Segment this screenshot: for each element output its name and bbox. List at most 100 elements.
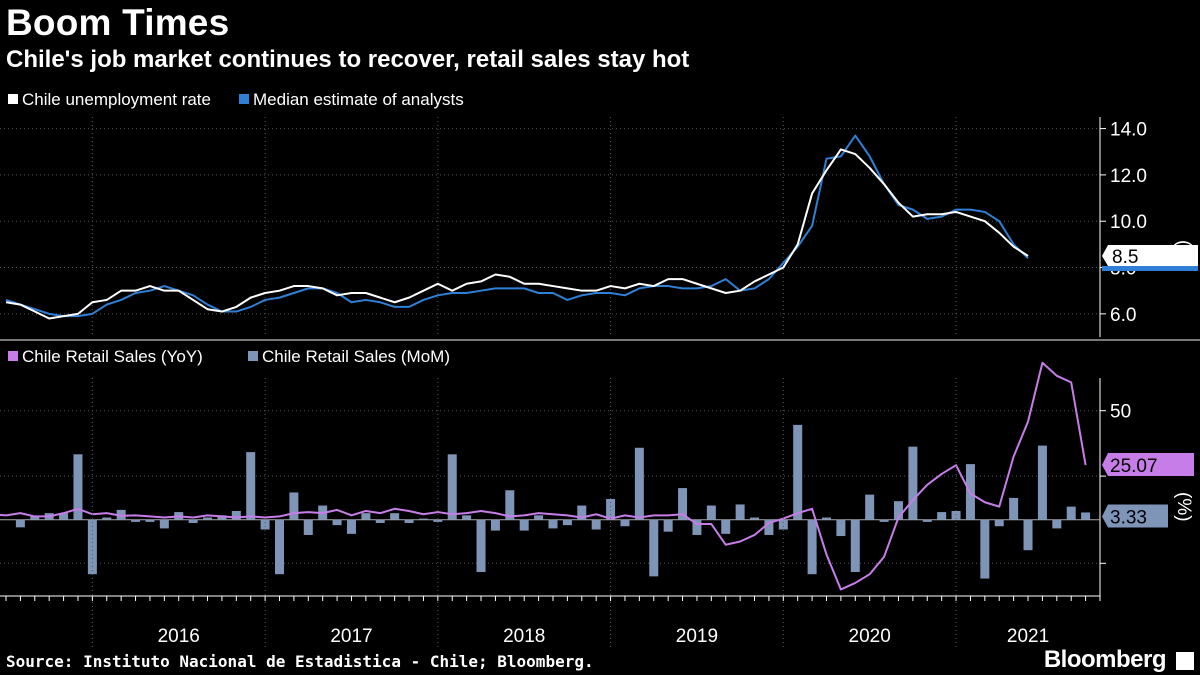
mom-bar: [30, 516, 40, 520]
mom-bar: [850, 519, 860, 573]
y-tick-label: 6.0: [1110, 305, 1136, 326]
legend-entry: Chile unemployment rate: [22, 90, 211, 109]
mom-bar: [606, 498, 616, 520]
last-value-badge: [1102, 244, 1198, 266]
y-tick-label: 12.0: [1110, 166, 1147, 187]
last-value-label: 8.5: [1112, 247, 1138, 268]
mom-bar: [706, 505, 716, 520]
mom-bar: [1081, 512, 1091, 520]
source-note: Source: Instituto Nacional de Estadistic…: [6, 652, 594, 671]
mom-bar: [231, 510, 241, 520]
mom-last-badge: [1102, 504, 1168, 528]
chart-subtitle: Chile's job market continues to recover,…: [6, 46, 690, 73]
mom-bar: [548, 519, 558, 529]
mom-bar: [59, 513, 69, 520]
mom-bar: [246, 452, 256, 520]
mom-bar: [260, 519, 270, 530]
mom-bar: [764, 519, 774, 535]
mom-bar: [865, 494, 875, 520]
mom-bar: [404, 519, 414, 523]
legend-entry: Chile Retail Sales (YoY): [22, 347, 203, 366]
mom-bar: [692, 519, 702, 535]
mom-bar: [519, 519, 529, 531]
mom-bar: [735, 504, 745, 520]
mom-bar: [433, 519, 443, 522]
mom-bar: [908, 446, 918, 520]
mom-bar: [159, 519, 169, 529]
mom-bar: [375, 519, 385, 523]
y-axis-label: (%): [1173, 492, 1194, 522]
mom-bar: [562, 519, 572, 526]
mom-bar: [275, 519, 284, 575]
legend-entry: Chile Retail Sales (MoM): [262, 347, 450, 366]
brand-logo: Bloomberg: [1043, 646, 1167, 673]
mom-bar: [577, 505, 587, 520]
mom-bar: [591, 519, 601, 530]
mom-bar: [462, 515, 472, 520]
mom-bar: [937, 512, 947, 520]
mom-bar: [1052, 519, 1062, 529]
brand-logo-box: [1176, 652, 1194, 670]
mom-bar: [750, 517, 760, 520]
mom-bar: [534, 515, 544, 520]
mom-bar: [678, 488, 688, 520]
legend-entry: Median estimate of analysts: [253, 90, 464, 109]
y-tick-label: 14.0: [1110, 120, 1147, 141]
yoy-last-badge: [1102, 453, 1194, 477]
mom-bar: [1066, 506, 1076, 520]
mom-bar: [505, 490, 515, 520]
estimate-last-marker: [1102, 266, 1198, 271]
mom-bar: [1023, 519, 1033, 551]
yoy-last-label: 25.07: [1110, 456, 1158, 477]
mom-bar: [663, 519, 673, 532]
chart-title: Boom Times: [6, 2, 230, 43]
mom-bar: [15, 519, 25, 528]
mom-bar: [721, 519, 731, 534]
mom-bar: [289, 492, 299, 520]
mom-bar: [879, 519, 889, 522]
mom-bar: [893, 501, 903, 520]
year-label: 2019: [676, 626, 718, 647]
mom-bar: [980, 519, 990, 579]
mom-bar: [490, 519, 500, 531]
legend-swatch: [8, 94, 18, 104]
mom-bar: [303, 519, 313, 535]
mom-bar: [203, 517, 213, 520]
mom-bar: [1009, 497, 1019, 520]
y-tick-label: 10.0: [1110, 212, 1147, 233]
mom-bar: [476, 519, 486, 573]
mom-bar: [145, 519, 155, 522]
mom-bar: [332, 519, 342, 526]
mom-bar: [1037, 445, 1047, 520]
mom-bar: [131, 519, 141, 522]
mom-bar: [634, 447, 644, 520]
legend-swatch: [239, 94, 249, 104]
mom-bar: [922, 519, 932, 522]
legend-swatch: [8, 351, 18, 361]
year-label: 2018: [503, 626, 545, 647]
year-label: 2020: [849, 626, 891, 647]
y-tick-label: 50: [1110, 402, 1131, 423]
mom-bar: [649, 519, 659, 577]
mom-bar: [361, 513, 371, 520]
year-label: 2017: [330, 626, 372, 647]
mom-bar: [346, 519, 356, 534]
mom-bar: [217, 515, 227, 520]
series-line: [5, 148, 1029, 320]
mom-bar: [994, 519, 1004, 527]
mom-bar: [620, 519, 630, 527]
year-label: 2021: [1007, 626, 1049, 647]
yoy-line: [0, 361, 1087, 591]
mom-last-label: 3.33: [1110, 507, 1147, 528]
mom-bar: [418, 518, 428, 520]
mom-bar: [793, 424, 803, 520]
mom-bar: [73, 454, 83, 520]
mom-bar: [447, 454, 457, 520]
mom-bar: [951, 510, 961, 520]
year-label: 2016: [158, 626, 200, 647]
mom-bar: [102, 517, 112, 520]
mom-bar: [390, 513, 400, 520]
mom-bar: [188, 519, 198, 523]
mom-bar: [778, 519, 788, 530]
